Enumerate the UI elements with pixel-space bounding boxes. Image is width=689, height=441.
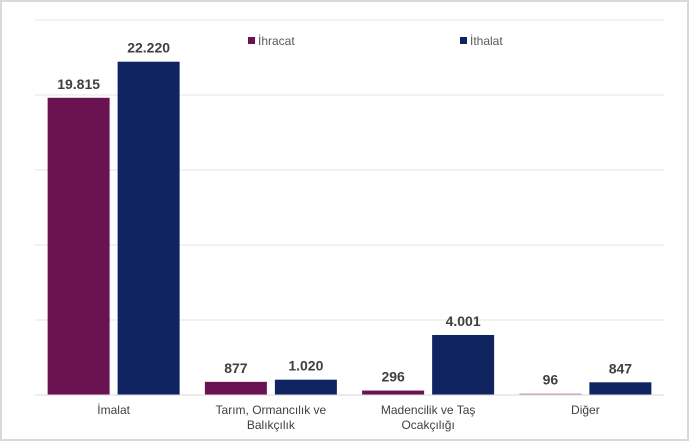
- category-label: İmalat: [97, 403, 130, 417]
- data-label: 296: [381, 369, 405, 385]
- value-labels: 19.815 22.220 877 1.020 296 4.001 96 847: [57, 40, 632, 388]
- bar-ithalat: [274, 379, 337, 395]
- category-label: Balıkçılık: [247, 418, 296, 432]
- legend-swatch: [248, 37, 255, 44]
- bar-ihracat: [204, 381, 267, 395]
- bar-ithalat: [589, 382, 652, 395]
- category-label: Madencilik ve Taş: [381, 403, 476, 417]
- bar-ihracat: [362, 390, 425, 395]
- category-label: Diğer: [571, 403, 600, 417]
- data-label: 877: [224, 360, 248, 376]
- bar-ithalat: [432, 334, 495, 395]
- data-label: 22.220: [127, 40, 170, 56]
- bar-ihracat: [47, 97, 110, 396]
- category-label: Ocakçılığı: [401, 418, 454, 432]
- legend-swatch: [460, 37, 467, 44]
- data-label: 4.001: [446, 313, 481, 329]
- data-label: 96: [543, 372, 559, 388]
- legend: İhracat İthalat: [248, 34, 503, 48]
- data-label: 1.020: [288, 358, 323, 374]
- bars: [47, 61, 652, 396]
- category-label: Tarım, Ormancılık ve: [216, 403, 327, 417]
- data-label: 847: [609, 360, 633, 376]
- bar-ithalat: [117, 61, 180, 395]
- data-label: 19.815: [57, 76, 100, 92]
- legend-label: İhracat: [258, 34, 295, 48]
- bar-ihracat: [519, 393, 582, 395]
- legend-label: İthalat: [470, 34, 503, 48]
